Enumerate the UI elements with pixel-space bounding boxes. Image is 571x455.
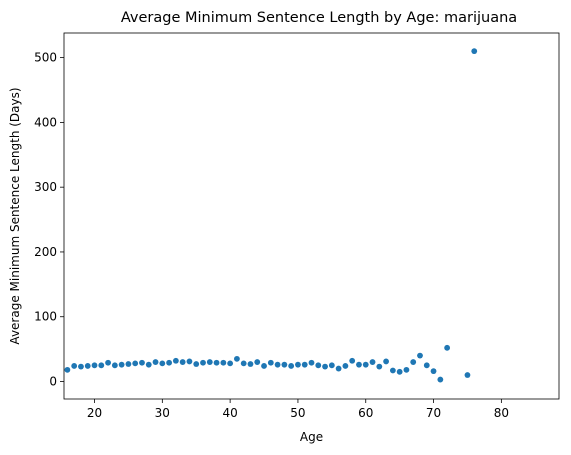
y-tick-label: 0 — [49, 375, 57, 389]
x-tick-label: 70 — [426, 406, 441, 420]
data-point — [166, 360, 172, 366]
plot-area — [64, 33, 559, 399]
data-point — [336, 366, 342, 372]
data-point — [288, 363, 294, 369]
data-point — [78, 364, 84, 370]
data-point — [322, 364, 328, 370]
x-tick-label: 40 — [222, 406, 237, 420]
data-point — [343, 363, 349, 369]
data-point — [153, 359, 159, 365]
data-point — [200, 360, 206, 366]
data-point — [64, 367, 70, 373]
data-point — [370, 359, 376, 365]
data-point — [220, 360, 226, 366]
data-point — [85, 363, 91, 369]
data-point — [187, 359, 193, 365]
data-point — [437, 377, 443, 383]
data-point — [309, 360, 315, 366]
data-point — [465, 372, 471, 378]
data-point — [234, 356, 240, 362]
data-point — [295, 362, 301, 368]
x-tick-label: 60 — [358, 406, 373, 420]
x-axis-ticks: 20 30 40 50 60 70 80 — [87, 399, 509, 420]
x-tick-label: 50 — [290, 406, 305, 420]
data-point — [261, 363, 267, 369]
x-tick-label: 20 — [87, 406, 102, 420]
data-point — [193, 361, 199, 367]
data-point — [112, 362, 118, 368]
y-tick-label: 100 — [34, 310, 57, 324]
data-point — [302, 362, 308, 368]
data-point — [471, 48, 477, 54]
chart-title: Average Minimum Sentence Length by Age: … — [121, 10, 517, 26]
data-point — [71, 363, 77, 369]
data-point — [281, 362, 287, 368]
data-point — [410, 359, 416, 365]
data-point — [126, 361, 132, 367]
y-axis-label: Average Minimum Sentence Length (Days) — [8, 87, 22, 344]
data-point — [159, 360, 165, 366]
data-point — [268, 360, 274, 366]
data-point — [254, 359, 260, 365]
data-point — [444, 345, 450, 351]
data-point — [207, 359, 213, 365]
data-point — [227, 360, 233, 366]
data-point — [275, 362, 281, 368]
x-axis-label: Age — [300, 430, 323, 444]
data-point — [349, 358, 355, 364]
data-point — [376, 364, 382, 370]
data-point — [404, 367, 410, 373]
data-point — [397, 369, 403, 375]
x-tick-label: 30 — [155, 406, 170, 420]
data-point — [173, 358, 179, 364]
y-tick-label: 200 — [34, 245, 57, 259]
data-point — [424, 362, 430, 368]
data-point — [139, 360, 145, 366]
data-point — [146, 362, 152, 368]
data-point — [356, 362, 362, 368]
data-point — [98, 362, 104, 368]
y-axis-ticks: 0 100 200 300 400 500 — [34, 51, 64, 389]
data-point — [363, 362, 369, 368]
y-tick-label: 500 — [34, 51, 57, 65]
y-tick-label: 400 — [34, 115, 57, 129]
data-point — [315, 362, 321, 368]
data-point — [417, 353, 423, 359]
data-point — [214, 360, 220, 366]
data-point — [132, 360, 138, 366]
data-point — [241, 360, 247, 366]
data-point — [180, 359, 186, 365]
data-point — [248, 361, 254, 367]
data-point — [105, 360, 111, 366]
data-point — [390, 368, 396, 374]
data-point — [329, 362, 335, 368]
y-tick-label: 300 — [34, 180, 57, 194]
data-point — [119, 362, 125, 368]
data-point — [431, 368, 437, 374]
data-point — [383, 359, 389, 365]
data-point — [92, 362, 98, 368]
x-tick-label: 80 — [494, 406, 509, 420]
